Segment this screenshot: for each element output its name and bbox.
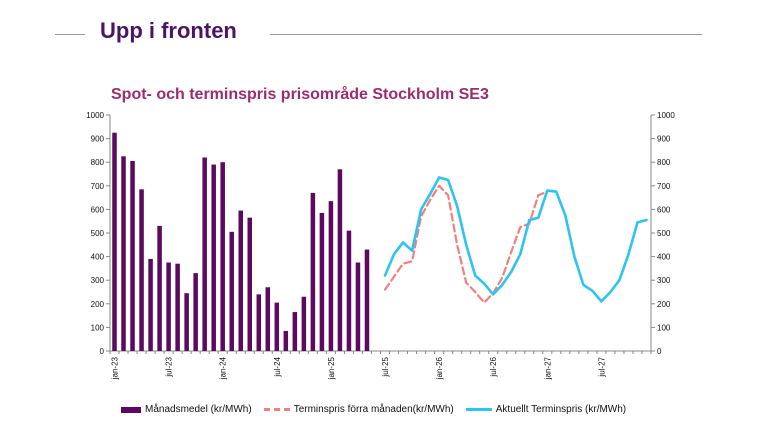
chart-axes: [106, 114, 655, 354]
y-tick-label-right: 400: [657, 253, 671, 262]
y-tick-label-right: 600: [657, 205, 671, 214]
x-tick-label: jul-25: [381, 356, 390, 377]
bar-monthly-average: [112, 132, 117, 351]
y-tick-label-left: 500: [91, 229, 105, 238]
x-tick-label: jan-24: [219, 356, 228, 380]
legend-item-previous-forward: Terminspris förra månaden(kr/MWh): [263, 404, 454, 415]
y-tick-label-left: 700: [91, 182, 105, 191]
bar-monthly-average: [346, 230, 352, 351]
bar-monthly-average: [202, 157, 207, 351]
bar-monthly-average: [283, 330, 289, 351]
x-tick-label: jul-27: [597, 356, 606, 377]
bar-monthly-average: [166, 262, 171, 351]
bar-monthly-average: [274, 302, 280, 351]
bar-monthly-average: [247, 217, 253, 351]
bar-monthly-average: [130, 161, 135, 351]
x-tick-label: jul-23: [165, 356, 174, 377]
bar-monthly-average: [238, 210, 243, 351]
bar-monthly-average: [211, 164, 216, 351]
line-current-forward: [383, 176, 648, 303]
bar-monthly-average: [292, 312, 298, 351]
y-tick-label-right: 0: [657, 347, 662, 356]
y-tick-label-left: 900: [91, 135, 105, 144]
title-rule-left: [55, 34, 85, 35]
x-tick-label: jul-26: [489, 356, 498, 377]
bar-monthly-average: [220, 162, 225, 351]
legend-label-monthly-average: Månadsmedel (kr/MWh): [145, 404, 252, 415]
line-previous-month-forward: [383, 184, 549, 304]
y-tick-label-right: 700: [657, 182, 671, 191]
tick-labels: 0 100 200 300 400 500 600 700 800 900 1000 0 100 200 3…: [86, 111, 675, 380]
bar-monthly-average: [229, 231, 234, 351]
bar-monthly-average: [319, 212, 325, 351]
legend-item-monthly-average: Månadsmedel (kr/MWh): [121, 404, 252, 415]
y-tick-label-left: 100: [91, 323, 105, 332]
x-tick-label: jan-27: [543, 356, 552, 380]
legend-swatch-dashed: [263, 408, 290, 411]
y-tick-label-left: 600: [91, 205, 105, 214]
bar-monthly-average: [184, 293, 189, 351]
bar-monthly-average: [328, 201, 334, 351]
y-tick-label-right: 500: [657, 229, 671, 238]
x-tick-label: jul-24: [273, 356, 282, 377]
y-tick-label-left: 200: [91, 300, 105, 309]
slide-title: Upp i fronten: [100, 18, 237, 43]
bar-monthly-average: [193, 273, 198, 351]
legend: Månadsmedel (kr/MWh) Terminspris förra m…: [121, 404, 638, 415]
legend-item-current-forward: Aktuellt Terminspris (kr/MWh): [465, 404, 627, 415]
title-rule-right: [270, 34, 702, 35]
chart-title: Spot- och terminspris prisområde Stockho…: [111, 86, 489, 103]
bar-monthly-average: [355, 262, 361, 351]
y-tick-label-left: 400: [91, 253, 105, 262]
bar-monthly-average: [337, 169, 343, 351]
line-series: [383, 176, 648, 304]
legend-label-current-forward: Aktuellt Terminspris (kr/MWh): [495, 404, 627, 415]
bar-monthly-average: [301, 296, 307, 351]
y-tick-label-right: 800: [657, 158, 671, 167]
bar-series: [112, 132, 370, 351]
bar-monthly-average: [139, 189, 144, 351]
y-tick-label-right: 100: [657, 323, 671, 332]
bar-monthly-average: [148, 258, 153, 351]
y-tick-label-left: 0: [100, 347, 105, 356]
x-tick-label: jan-25: [327, 356, 336, 380]
bar-monthly-average: [256, 294, 262, 351]
y-tick-label-left: 800: [91, 158, 105, 167]
legend-label-previous-forward: Terminspris förra månaden(kr/MWh): [293, 404, 454, 415]
legend-swatch-solid: [465, 408, 492, 411]
bar-monthly-average: [310, 192, 316, 351]
y-tick-label-right: 900: [657, 135, 671, 144]
bar-monthly-average: [364, 249, 370, 351]
y-tick-label-right: 1000: [657, 111, 675, 120]
y-tick-label-left: 300: [91, 276, 105, 285]
bar-monthly-average: [175, 263, 180, 351]
x-tick-label: jan-23: [111, 356, 120, 380]
legend-swatch-bar: [121, 406, 141, 413]
y-tick-label-left: 1000: [86, 111, 104, 120]
y-tick-label-right: 200: [657, 300, 671, 309]
bar-monthly-average: [265, 287, 271, 351]
x-tick-label: jan-26: [435, 356, 444, 380]
bar-monthly-average: [157, 225, 162, 351]
bar-monthly-average: [121, 156, 126, 351]
y-tick-label-right: 300: [657, 276, 671, 285]
